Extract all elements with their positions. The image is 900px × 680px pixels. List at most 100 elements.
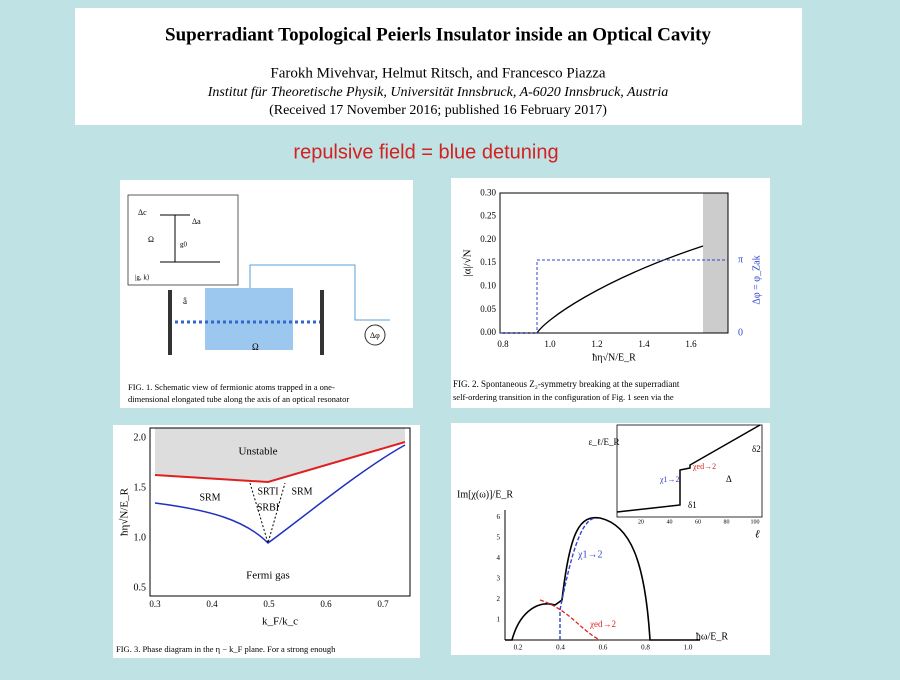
x-tick-label: 0.2 bbox=[514, 644, 523, 652]
y-tick-label: 1.5 bbox=[134, 482, 147, 493]
curve bbox=[505, 516, 700, 641]
y-label: |α|/√N bbox=[462, 249, 474, 276]
y-label: Im[χ(ω)]/E_R bbox=[457, 489, 513, 500]
curve bbox=[559, 517, 596, 640]
axes bbox=[499, 192, 729, 334]
y-tick-label: 0.20 bbox=[480, 234, 496, 244]
caption: dimensional elongated tube along the axi… bbox=[128, 394, 349, 404]
y2-tick-label: 0 bbox=[738, 327, 743, 338]
detector bbox=[364, 324, 386, 346]
level-box bbox=[127, 194, 239, 286]
curve bbox=[539, 599, 601, 641]
inset-label: δ2 bbox=[752, 444, 761, 454]
y2-tick-label: π bbox=[738, 254, 743, 265]
curve bbox=[500, 259, 728, 334]
fig1-label: g0 bbox=[180, 241, 188, 249]
y-tick-label: 0.25 bbox=[480, 211, 496, 221]
region: SRBI bbox=[257, 502, 279, 513]
region: SRM bbox=[199, 492, 220, 503]
x-tick-label: 100 bbox=[751, 519, 760, 525]
caption: FIG. 2. Spontaneous Z₂-symmetry breaking… bbox=[453, 379, 680, 389]
y-tick-label: 2 bbox=[497, 595, 501, 603]
paper-title: Superradiant Topological Peierls Insulat… bbox=[165, 24, 711, 45]
x-tick-label: 0.4 bbox=[206, 599, 218, 609]
inset-x-label: ℓ bbox=[755, 529, 760, 541]
fig1-label: |g, k⟩ bbox=[135, 274, 150, 282]
region: Fermi gas bbox=[246, 570, 290, 582]
y-tick-label: 3 bbox=[497, 575, 501, 583]
note: repulsive field = blue detuning bbox=[293, 141, 558, 163]
x-tick-label: 0.8 bbox=[497, 339, 509, 349]
affiliation: Institut für Theoretische Physik, Univer… bbox=[207, 85, 669, 100]
y-tick-label: 1 bbox=[497, 616, 501, 624]
y-tick-label: 0.10 bbox=[480, 280, 496, 290]
x-tick-label: 0.6 bbox=[599, 644, 608, 652]
y-tick-label: 0.00 bbox=[480, 327, 496, 337]
y-label: ħη√N/E_R bbox=[119, 487, 131, 536]
inset-label: χ1→2 bbox=[659, 475, 680, 484]
y-tick-label: 0.5 bbox=[134, 582, 147, 593]
y-tick-label: 5 bbox=[497, 534, 501, 542]
cavity-field bbox=[205, 288, 293, 350]
caption: FIG. 1. Schematic view of fermionic atom… bbox=[128, 382, 335, 392]
x-tick-label: 0.3 bbox=[149, 599, 161, 609]
caption: self-ordering transition in the configur… bbox=[453, 392, 674, 402]
series-label: χed→2 bbox=[589, 619, 616, 629]
y-tick-label: 2.0 bbox=[134, 432, 147, 443]
x-tick-label: 0.8 bbox=[641, 644, 650, 652]
x-tick-label: 0.4 bbox=[556, 644, 565, 652]
x-tick-label: 1.6 bbox=[685, 339, 697, 349]
x-tick-label: 1.0 bbox=[684, 644, 693, 652]
region: SRTI bbox=[257, 486, 278, 497]
y-tick-label: 0.15 bbox=[480, 257, 496, 267]
received: (Received 17 November 2016; published 16… bbox=[269, 103, 607, 118]
y2-label: Δφ = φ_Zak bbox=[751, 255, 762, 304]
fig1-label: â bbox=[183, 296, 187, 306]
region: Unstable bbox=[238, 446, 277, 458]
y-tick-label: 4 bbox=[497, 554, 501, 562]
x-tick-label: 1.2 bbox=[591, 339, 602, 349]
fig1-label: Ω bbox=[252, 342, 259, 352]
y-tick-label: 0.05 bbox=[480, 304, 496, 314]
authors: Farokh Mivehvar, Helmut Ritsch, and Fran… bbox=[270, 65, 605, 81]
inset bbox=[616, 424, 763, 518]
x-tick-label: 0.6 bbox=[320, 599, 332, 609]
fig1-label: Δφ bbox=[370, 331, 380, 340]
x-label: ħη√N/E_R bbox=[592, 352, 636, 363]
y-tick-label: 1.0 bbox=[134, 532, 147, 543]
x-tick-label: 80 bbox=[724, 519, 730, 525]
boundary bbox=[249, 482, 286, 545]
axes bbox=[149, 427, 411, 597]
region: SRM bbox=[291, 486, 312, 497]
inset-label: Δ bbox=[726, 474, 732, 484]
inset-label: δ1 bbox=[688, 500, 697, 510]
y-tick-label: 6 bbox=[497, 513, 501, 521]
caption: FIG. 3. Phase diagram in the η − k_F pla… bbox=[116, 644, 336, 654]
x-label: ħω/E_R bbox=[696, 631, 728, 642]
ticks: 0.8 1.0 1.2 1.4 1.60.000.050.100.150.200.250… bbox=[134, 187, 760, 651]
fig1-label: Ω bbox=[148, 235, 154, 244]
curve bbox=[500, 245, 704, 334]
x-tick-label: 20 bbox=[638, 519, 644, 525]
shaded-region bbox=[155, 428, 405, 482]
y-tick-label: 0.30 bbox=[480, 187, 496, 197]
paper-header bbox=[75, 8, 802, 125]
x-tick-label: 0.7 bbox=[377, 599, 389, 609]
inset-curve bbox=[616, 424, 761, 513]
inset-y-label: ε_ℓ/E_R bbox=[588, 437, 619, 447]
fig1-label: Δa bbox=[192, 217, 201, 226]
fig1-label: Δc bbox=[138, 208, 147, 217]
beam bbox=[249, 264, 390, 321]
series-label: χ1→2 bbox=[577, 549, 602, 560]
x-tick-label: 1.4 bbox=[638, 339, 650, 349]
curve bbox=[154, 441, 406, 484]
x-label: k_F/k_c bbox=[262, 616, 298, 628]
x-tick-label: 0.5 bbox=[263, 599, 275, 609]
curve bbox=[154, 444, 406, 544]
shaded-region bbox=[703, 193, 728, 333]
x-tick-label: 60 bbox=[695, 519, 701, 525]
x-tick-label: 40 bbox=[667, 519, 673, 525]
inset-label: χed→2 bbox=[692, 462, 716, 471]
x-tick-label: 1.0 bbox=[544, 339, 556, 349]
